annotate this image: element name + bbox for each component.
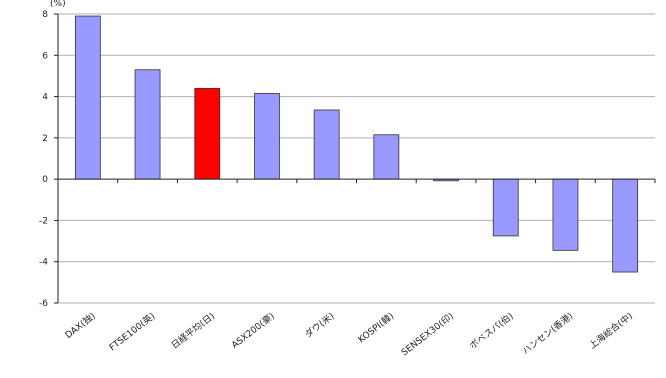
category-label: SENSEX30(印) bbox=[399, 310, 456, 358]
bar bbox=[552, 178, 579, 251]
bars bbox=[74, 15, 639, 273]
axes bbox=[57, 14, 656, 303]
category-label: FTSE100(英) bbox=[107, 310, 158, 353]
category-label: ASX200(豪) bbox=[229, 310, 277, 351]
y-unit-label: (%) bbox=[50, 0, 66, 9]
category-label: KOSPI(韓) bbox=[356, 311, 396, 346]
bar bbox=[492, 178, 519, 237]
bar bbox=[254, 93, 280, 180]
x-category-labels: DAX(独) FTSE100(英) 日経平均(日) ASX200(豪) ダウ(米) KOS… bbox=[63, 310, 635, 358]
y-tick-label: -6 bbox=[39, 299, 48, 309]
y-tick-label: 0 bbox=[42, 175, 48, 185]
y-tick-label: 4 bbox=[42, 93, 48, 103]
y-tick-label: -2 bbox=[39, 216, 48, 226]
gridlines bbox=[54, 13, 655, 304]
category-label: ボベスパ(伯) bbox=[467, 310, 516, 352]
y-tick-label: 2 bbox=[42, 134, 48, 144]
category-label: ハンセン(香港) bbox=[520, 310, 575, 357]
y-tick-label: 6 bbox=[42, 51, 48, 61]
bar bbox=[612, 178, 639, 273]
category-label: 上海総合(中) bbox=[587, 310, 635, 351]
bar bbox=[194, 87, 221, 180]
category-label: 日経平均(日) bbox=[169, 310, 217, 351]
bar bbox=[373, 134, 400, 180]
bar bbox=[134, 69, 161, 180]
y-tick-label: -4 bbox=[39, 258, 48, 268]
y-tick-label: 8 bbox=[42, 10, 48, 20]
bar bbox=[74, 15, 101, 180]
y-tick-labels: -6 -4 -2 0 2 4 6 8 bbox=[39, 10, 48, 309]
bar bbox=[313, 109, 340, 180]
category-label: ダウ(米) bbox=[302, 310, 336, 340]
category-label: DAX(独) bbox=[63, 310, 98, 341]
